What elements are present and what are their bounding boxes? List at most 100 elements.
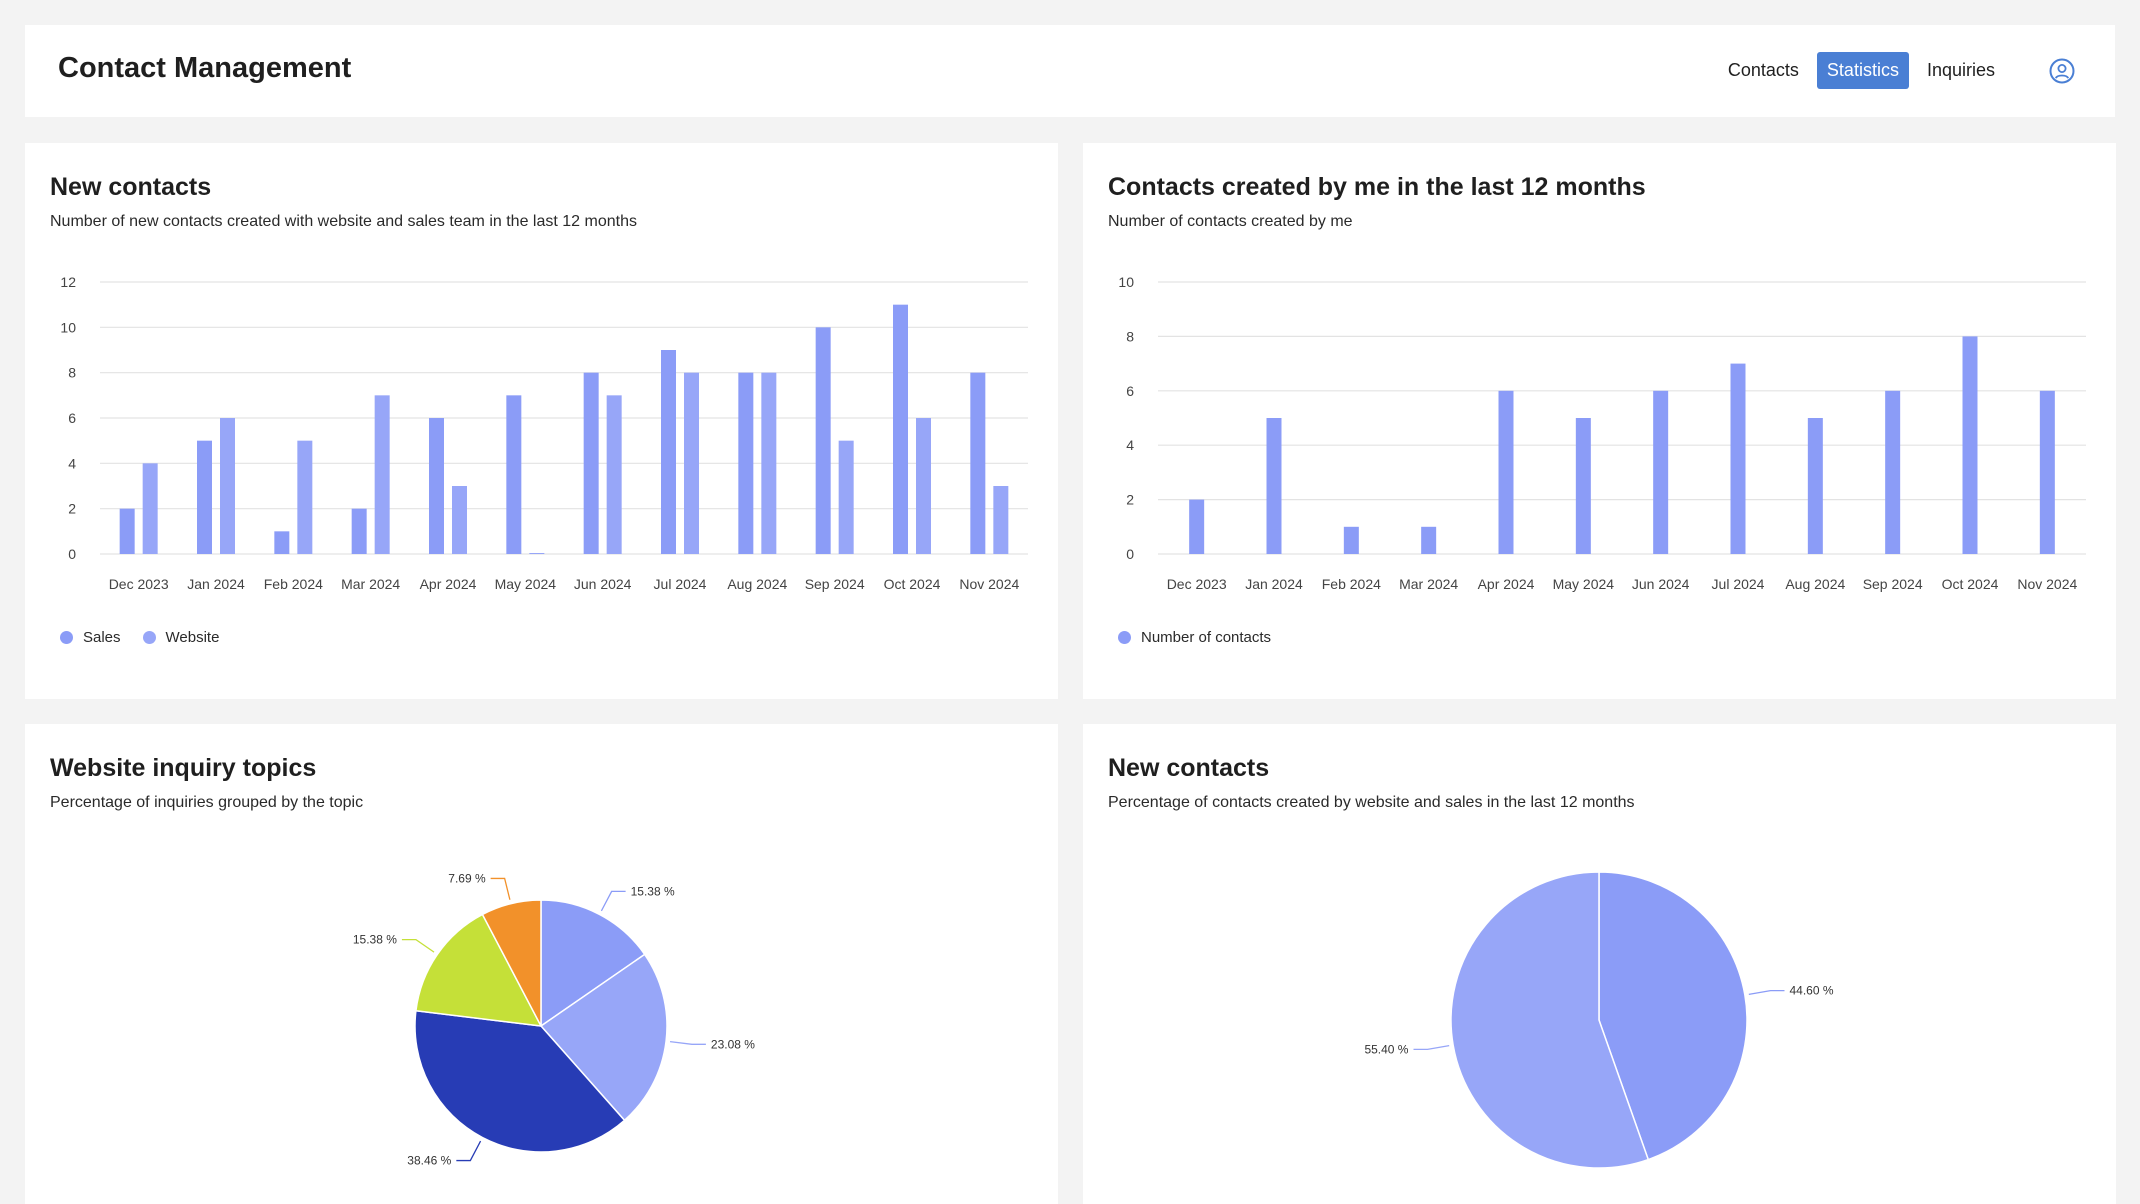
pie-slice-label: 23.08 %	[711, 1037, 755, 1051]
inquiry-topics-pie-chart: 15.38 % 23.08 % 38.46 % 15.38 % 7.69 %	[353, 871, 755, 1168]
y-tick-label: 0	[1126, 546, 1134, 562]
x-tick-label: Mar 2024	[1399, 576, 1458, 592]
bar-website	[761, 372, 777, 554]
card-title: New contacts	[1108, 754, 1270, 782]
bar-sales	[661, 350, 676, 554]
new-contacts-bar-card: New contacts Number of new contacts crea…	[25, 143, 1058, 699]
pie-slice	[414, 1009, 626, 1153]
bar-sales	[583, 372, 599, 554]
card-title: Website inquiry topics	[50, 754, 317, 782]
new-contacts-bar-chart: 0 2 4 6 8 10 12 Dec 2023 Jan 2024 Feb 2024 Mar 202…	[60, 274, 1028, 592]
legend-dot-sales	[60, 631, 73, 644]
app-title: Contact Management	[58, 52, 352, 84]
x-tick-label: Sep 2024	[1863, 576, 1923, 592]
bar-number-of-contacts	[1807, 418, 1823, 554]
x-tick-label: Oct 2024	[884, 576, 941, 592]
nav-inquiries[interactable]: Inquiries	[1926, 60, 1995, 80]
legend-item-sales[interactable]: Sales	[60, 629, 121, 646]
card-subtitle: Percentage of inquiries grouped by the t…	[50, 794, 364, 811]
y-tick-label: 6	[68, 410, 76, 426]
y-tick-label: 6	[1126, 383, 1134, 399]
bar-website	[452, 486, 467, 554]
nav-contacts[interactable]: Contacts	[1727, 60, 1799, 80]
y-tick-label: 4	[1126, 437, 1134, 453]
card-subtitle: Number of contacts created by me	[1108, 213, 1353, 230]
x-tick-label: Nov 2024	[2017, 576, 2077, 592]
bar-number-of-contacts	[1421, 526, 1437, 554]
y-tick-label: 8	[1126, 328, 1134, 344]
bar-number-of-contacts	[1653, 390, 1669, 554]
bar-website	[684, 372, 699, 554]
bar-number-of-contacts	[1189, 499, 1205, 554]
my-contacts-bar-chart: 0 2 4 6 8 10 Dec 2023 Jan 2024 Feb 2024 Mar 2024 A…	[1118, 274, 2086, 592]
chart-legend: Sales Website	[60, 629, 241, 646]
legend-item-website[interactable]: Website	[142, 629, 220, 646]
bar-number-of-contacts	[1730, 363, 1746, 554]
x-tick-label: Apr 2024	[1478, 576, 1535, 592]
pie-slice	[1450, 871, 1650, 1169]
x-tick-label: May 2024	[495, 576, 557, 592]
bar-sales	[197, 440, 212, 554]
legend-label-sales: Sales	[83, 629, 121, 646]
y-tick-label: 10	[60, 319, 76, 335]
bar-sales	[274, 531, 290, 554]
bar-number-of-contacts	[1266, 418, 1282, 554]
y-tick-label: 12	[60, 274, 76, 290]
main-nav: Contacts Statistics Inquiries	[1710, 52, 2005, 89]
x-tick-label: Jun 2024	[1632, 576, 1690, 592]
my-contacts-bar-card: Contacts created by me in the last 12 mo…	[1083, 143, 2116, 699]
x-tick-label: Apr 2024	[420, 576, 477, 592]
bar-website	[838, 440, 854, 554]
inquiry-topics-pie-card: Website inquiry topics Percentage of inq…	[25, 724, 1058, 1204]
x-tick-label: Jul 2024	[1712, 576, 1765, 592]
pie-leader-line	[401, 938, 435, 953]
x-tick-label: Dec 2023	[1167, 576, 1227, 592]
pie-leader-line	[456, 1140, 482, 1162]
y-tick-label: 2	[1126, 492, 1134, 508]
bar-sales	[815, 327, 831, 554]
user-circle-icon[interactable]	[2049, 58, 2075, 84]
pie-leader-line	[669, 1041, 706, 1045]
bar-website	[606, 395, 622, 554]
bar-sales	[119, 508, 135, 554]
pie-slice	[1598, 871, 1748, 1161]
bar-sales	[970, 372, 986, 554]
pie-slice-label: 15.38 %	[631, 884, 675, 898]
y-tick-label: 4	[68, 455, 76, 471]
bar-sales	[351, 508, 367, 554]
y-tick-label: 2	[68, 501, 76, 517]
x-tick-label: Jan 2024	[1245, 576, 1303, 592]
x-tick-label: Oct 2024	[1942, 576, 1999, 592]
y-tick-label: 0	[68, 546, 76, 562]
bar-number-of-contacts	[1343, 526, 1359, 554]
bar-website	[374, 395, 390, 554]
x-tick-label: Feb 2024	[264, 576, 323, 592]
bar-number-of-contacts	[1962, 336, 1978, 554]
pie-slice-label: 38.46 %	[407, 1154, 451, 1168]
x-tick-label: Aug 2024	[1785, 576, 1845, 592]
nav-statistics[interactable]: Statistics	[1816, 52, 1909, 89]
pie-slice-label: 7.69 %	[448, 871, 486, 885]
bar-number-of-contacts	[1885, 390, 1901, 554]
x-tick-label: Mar 2024	[341, 576, 400, 592]
pie-leader-line	[490, 877, 511, 900]
card-title: New contacts	[50, 173, 212, 201]
x-tick-label: Feb 2024	[1322, 576, 1381, 592]
app-header: Contact Management Contacts Statistics I…	[25, 25, 2115, 117]
card-subtitle: Percentage of contacts created by websit…	[1108, 794, 1635, 811]
bar-website	[916, 418, 931, 554]
x-tick-label: Aug 2024	[727, 576, 787, 592]
chart-legend: Number of contacts	[1118, 629, 1293, 646]
new-contacts-pie-chart: 44.60 % 55.40 %	[1364, 871, 1834, 1169]
bar-website	[297, 440, 313, 554]
x-tick-label: Sep 2024	[805, 576, 865, 592]
y-tick-label: 10	[1118, 274, 1134, 290]
pie-leader-line	[1413, 1045, 1450, 1051]
bar-number-of-contacts	[2039, 390, 2055, 554]
pie-slice-label: 44.60 %	[1790, 984, 1834, 998]
legend-item-number-of-contacts[interactable]: Number of contacts	[1118, 629, 1271, 646]
pie-slice-label: 15.38 %	[353, 933, 397, 947]
bar-sales	[738, 372, 754, 554]
legend-label-website: Website	[165, 629, 220, 646]
pie-slice	[415, 913, 543, 1027]
